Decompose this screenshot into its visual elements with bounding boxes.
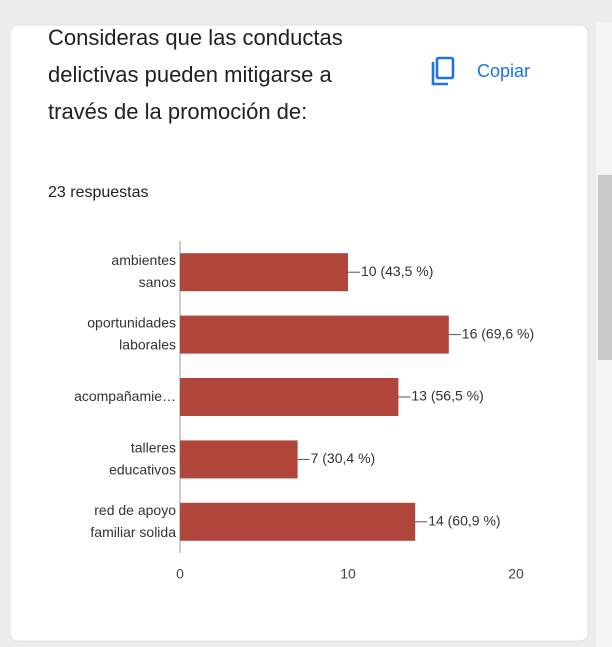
value-label: 13 (56,5 %) bbox=[411, 388, 483, 404]
copy-icon bbox=[435, 56, 455, 80]
bar bbox=[180, 502, 416, 541]
x-tick-label: 10 bbox=[340, 566, 356, 582]
y-tick-label: red de apoyo familiar solida bbox=[90, 502, 176, 540]
bar bbox=[180, 253, 348, 292]
bar bbox=[180, 378, 399, 416]
scrollbar bbox=[598, 175, 612, 360]
x-tick-label: 20 bbox=[508, 566, 524, 582]
x-tick-label: 0 bbox=[176, 566, 184, 582]
bar bbox=[180, 440, 298, 479]
value-label: 7 (30,4 %) bbox=[311, 450, 376, 466]
copy-label[interactable]: Copiar bbox=[477, 61, 530, 81]
response-count: 23 respuestas bbox=[48, 184, 149, 201]
copy-icon-back bbox=[431, 62, 448, 86]
y-tick-label: oportunidades laborales bbox=[87, 314, 176, 352]
value-label: 14 (60,9 %) bbox=[428, 513, 500, 529]
copy-button[interactable]: Copiar bbox=[431, 56, 530, 86]
y-tick-label: ambientes sanos bbox=[111, 252, 176, 290]
value-label: 16 (69,6 %) bbox=[462, 325, 534, 341]
bar bbox=[180, 315, 449, 354]
y-tick-label: acompañamie… bbox=[74, 388, 176, 404]
y-tick-label: talleres educativos bbox=[109, 439, 176, 477]
question-title: Consideras que las conductas delictivas p… bbox=[48, 25, 343, 124]
value-label: 10 (43,5 %) bbox=[361, 263, 433, 279]
